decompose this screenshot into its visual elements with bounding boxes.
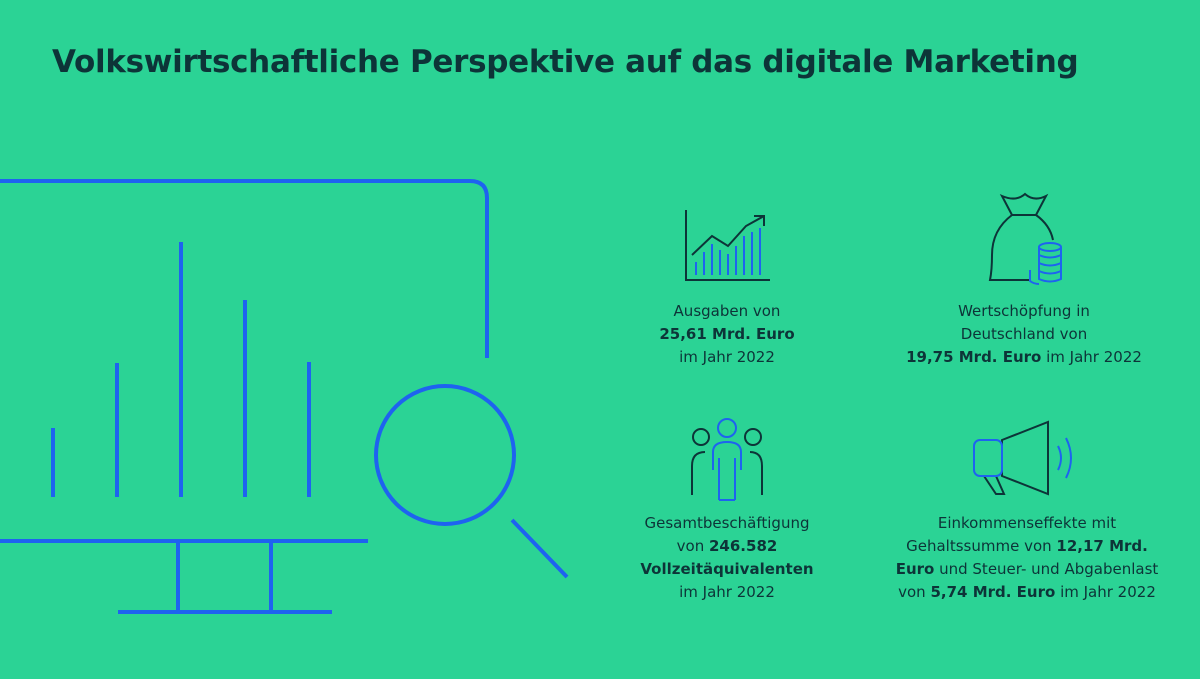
stat-text: Deutschland von [960, 325, 1088, 343]
stat-line: 19,75 Mrd. Euro im Jahr 2022 [874, 346, 1174, 369]
stat-highlight: 25,61 Mrd. Euro [659, 325, 795, 343]
stat-line: Gehaltssumme von 12,17 Mrd. [877, 535, 1177, 558]
stat-line: im Jahr 2022 [577, 581, 877, 604]
stat-text: von [676, 537, 709, 555]
stat-text: im Jahr 2022 [1055, 583, 1156, 601]
chart-icon [685, 210, 770, 281]
stat-highlight: 19,75 Mrd. Euro [906, 348, 1042, 366]
stat: Gesamtbeschäftigung von 246.582 Vollzeitäq… [577, 512, 877, 604]
stat-line: Einkommenseffekte mit [877, 512, 1177, 535]
stat: Ausgaben von 25,61 Mrd. Euro im Jahr 2022 [577, 300, 877, 369]
stat-line: im Jahr 2022 [577, 346, 877, 369]
stat-text: im Jahr 2022 [679, 583, 775, 601]
stat-text: Wertschöpfung in [958, 302, 1090, 320]
stat-text: im Jahr 2022 [679, 348, 775, 366]
stat-line: von 5,74 Mrd. Euro im Jahr 2022 [877, 581, 1177, 604]
stat-text: Gesamtbeschäftigung [644, 514, 810, 532]
stat-text: von [898, 583, 931, 601]
stat-highlight: 12,17 Mrd. [1056, 537, 1148, 555]
stat-text: Einkommenseffekte mit [937, 514, 1117, 532]
stat-highlight: 5,74 Mrd. Euro [930, 583, 1056, 601]
people-icon [691, 418, 763, 501]
money-bag-icon [988, 192, 1062, 285]
stat: Wertschöpfung in Deutschland von 19,75 Mrd… [874, 300, 1174, 369]
stat-text: und Steuer- und Abgabenlast [934, 560, 1159, 578]
stat-highlight: 246.582 [709, 537, 778, 555]
stat-text: Ausgaben von [673, 302, 781, 320]
stat-line: Wertschöpfung in [874, 300, 1174, 323]
stat: Einkommenseffekte mit Gehaltssumme von 12… [877, 512, 1177, 604]
megaphone-icon [973, 420, 1072, 496]
title: Volkswirtschaftliche Perspektive auf das… [52, 44, 1079, 80]
stat-line: Gesamtbeschäftigung [577, 512, 877, 535]
stat-line: Vollzeitäquivalenten [577, 558, 877, 581]
stat-line: von 246.582 [577, 535, 877, 558]
stat-text: Gehaltssumme von [906, 537, 1057, 555]
stat-text: im Jahr 2022 [1041, 348, 1142, 366]
stat-highlight: Vollzeitäquivalenten [640, 560, 814, 578]
stat-line: Euro und Steuer- und Abgabenlast [877, 558, 1177, 581]
stat-line: Deutschland von [874, 323, 1174, 346]
stat-line: Ausgaben von [577, 300, 877, 323]
stat-line: 25,61 Mrd. Euro [577, 323, 877, 346]
monitor-illustration [0, 179, 569, 614]
stat-highlight: Euro [895, 560, 935, 578]
